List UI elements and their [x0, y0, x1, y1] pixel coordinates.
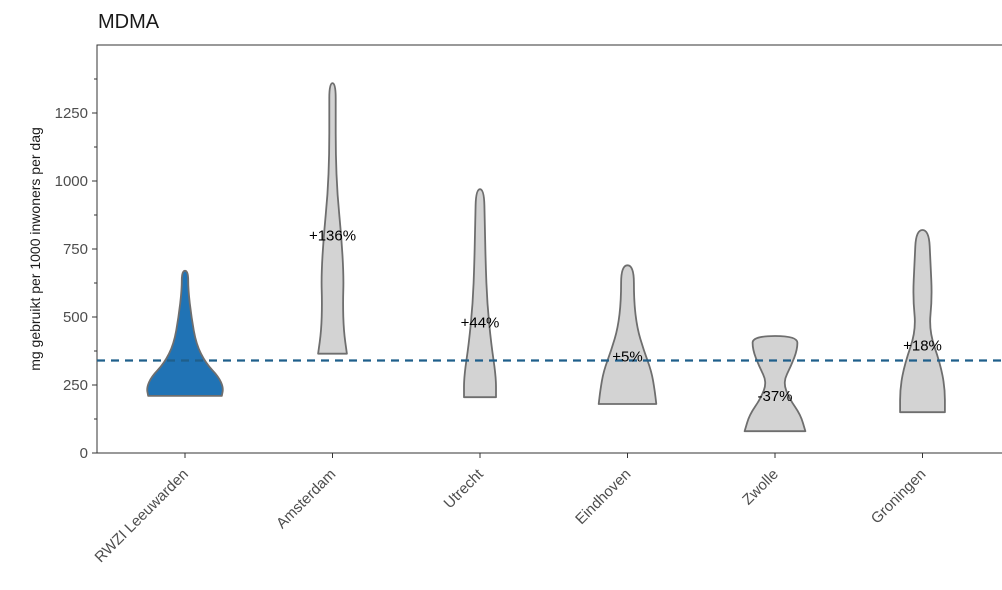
y-tick-label: 1000 [55, 173, 88, 190]
x-tick-label: Eindhoven [572, 466, 634, 528]
y-tick-label: 250 [63, 377, 88, 394]
x-tick-label: RWZI Leeuwarden [92, 466, 192, 566]
violins [146, 82, 946, 433]
y-tick-label: 1250 [55, 105, 88, 122]
violin-eindhoven [597, 264, 658, 405]
y-tick-label: 750 [63, 241, 88, 258]
y-axis-label: mg gebruikt per 1000 inwoners per dag [27, 127, 43, 371]
y-axis: 0 250 500 750 1000 1250 [55, 78, 97, 462]
percent-label: +136% [309, 227, 356, 244]
percent-label: -37% [757, 388, 792, 405]
x-tick-label: Amsterdam [273, 466, 339, 532]
x-tick-label: Zwolle [739, 466, 782, 509]
violin-rwzi-leeuwarden [146, 269, 224, 397]
y-tick-label: 0 [80, 445, 88, 462]
percent-labels: +136% +44% +5% -37% +18% [309, 227, 942, 404]
plot-panel-border [96, 44, 1002, 454]
violin-utrecht [463, 188, 497, 399]
percent-label: +18% [903, 338, 942, 355]
violin-groningen [899, 229, 946, 414]
percent-label: +5% [612, 348, 642, 365]
violin-amsterdam [317, 82, 348, 355]
y-tick-label: 500 [63, 309, 88, 326]
x-axis: RWZI Leeuwarden Amsterdam Utrecht Eindhoven… [92, 453, 930, 566]
chart-title: MDMA [98, 11, 160, 33]
violin-zwolle [743, 335, 807, 433]
x-tick-label: Groningen [868, 466, 930, 528]
x-tick-label: Utrecht [441, 465, 488, 512]
percent-label: +44% [461, 314, 500, 331]
